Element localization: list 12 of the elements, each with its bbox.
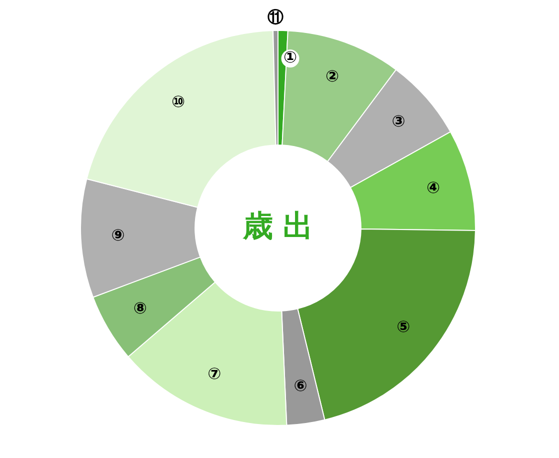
- slice-label: ⑨: [111, 226, 125, 245]
- slice-label: ③: [392, 112, 406, 131]
- slice-label: ②: [326, 66, 340, 86]
- slice-label: ⑧: [133, 298, 147, 318]
- slice-label: ⑦: [208, 364, 222, 384]
- slice-label: ⑥: [294, 376, 308, 395]
- slice-label: ①: [283, 48, 298, 67]
- slice-label: ⑤: [396, 316, 410, 336]
- slice-label: ⑪: [267, 8, 284, 27]
- slice-label: ④: [426, 178, 440, 197]
- text: 歳 出: [242, 208, 314, 244]
- slice-label: ⑩: [171, 92, 185, 111]
